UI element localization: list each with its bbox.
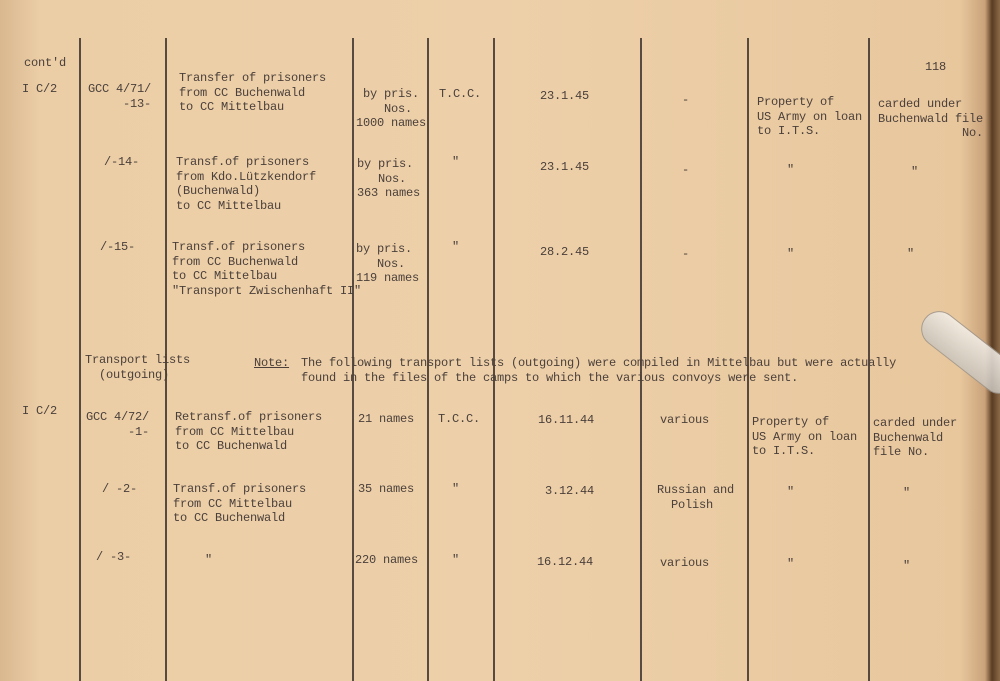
row-ref: /-15-: [100, 240, 136, 254]
row-quantity: 35 names: [358, 482, 415, 496]
row-nationality: -: [682, 163, 690, 177]
row-quantity: by pris. Nos. 1000 names: [355, 87, 426, 130]
row-date: 23.1.45: [540, 89, 590, 103]
column-rule: [640, 38, 642, 681]
row-ownership: Property of US Army on loan to I.T.S.: [757, 95, 863, 138]
row-description: Transf.of prisoners from CC Mittelbau to…: [173, 482, 307, 525]
row-date: 16.12.44: [537, 555, 594, 569]
row-source: ": [452, 482, 460, 496]
note-text: The following transport lists (outgoing)…: [301, 356, 897, 385]
group-code: I C/2: [22, 404, 58, 418]
row-nationality: Russian and Polish: [657, 483, 735, 512]
row-source: ": [452, 553, 460, 567]
row-quantity: 220 names: [355, 553, 419, 567]
group-code: I C/2: [22, 82, 58, 96]
row-ref: GCC 4/71/ -13-: [88, 82, 152, 111]
row-remarks: ": [907, 247, 915, 261]
section-heading: Transport lists (outgoing): [85, 353, 191, 382]
row-date: 28.2.45: [540, 245, 590, 259]
row-remarks: carded under Buchenwald file No.: [873, 416, 958, 459]
row-ownership: ": [787, 557, 795, 571]
row-ref: / -2-: [102, 482, 138, 496]
row-ref: / -3-: [96, 550, 132, 564]
column-rule: [79, 38, 81, 681]
row-ownership: Property of US Army on loan to I.T.S.: [752, 415, 858, 458]
row-description: Transf.of prisoners from CC Buchenwald t…: [172, 240, 362, 298]
row-quantity: 21 names: [358, 412, 415, 426]
row-quantity: by pris. Nos. 119 names: [356, 242, 420, 285]
row-nationality: -: [682, 247, 690, 261]
column-rule: [427, 38, 429, 681]
row-ownership: ": [787, 247, 795, 261]
row-description: Transfer of prisoners from CC Buchenwald…: [179, 71, 327, 114]
page-number: 118: [925, 60, 947, 74]
row-source: T.C.C.: [439, 87, 482, 101]
continued-label: cont'd: [24, 56, 67, 70]
column-rule: [493, 38, 495, 681]
row-nationality: various: [660, 556, 710, 570]
row-ownership: ": [787, 485, 795, 499]
column-rule: [747, 38, 749, 681]
row-remarks: ": [903, 486, 911, 500]
row-source: T.C.C.: [438, 412, 481, 426]
row-ref: GCC 4/72/ -1-: [86, 410, 150, 439]
row-date: 16.11.44: [538, 413, 595, 427]
row-source: ": [452, 240, 460, 254]
row-remarks: ": [903, 559, 911, 573]
row-nationality: various: [660, 413, 710, 427]
row-remarks: ": [911, 165, 919, 179]
row-ref: /-14-: [104, 155, 140, 169]
row-ownership: ": [787, 163, 795, 177]
row-description: ": [205, 553, 213, 567]
row-date: 23.1.45: [540, 160, 590, 174]
row-quantity: by pris. Nos. 363 names: [357, 157, 421, 200]
column-rule: [868, 38, 870, 681]
pen-object-icon: [913, 303, 1000, 402]
row-description: Transf.of prisoners from Kdo.Lützkendorf…: [176, 155, 317, 213]
column-rule: [165, 38, 167, 681]
row-source: ": [452, 155, 460, 169]
row-date: 3.12.44: [545, 484, 595, 498]
note-label: Note:: [254, 356, 290, 370]
row-description: Retransf.of prisoners from CC Mittelbau …: [175, 410, 323, 453]
row-nationality: -: [682, 93, 690, 107]
row-remarks: carded under Buchenwald file No.: [878, 97, 984, 140]
column-rule: [352, 38, 354, 681]
